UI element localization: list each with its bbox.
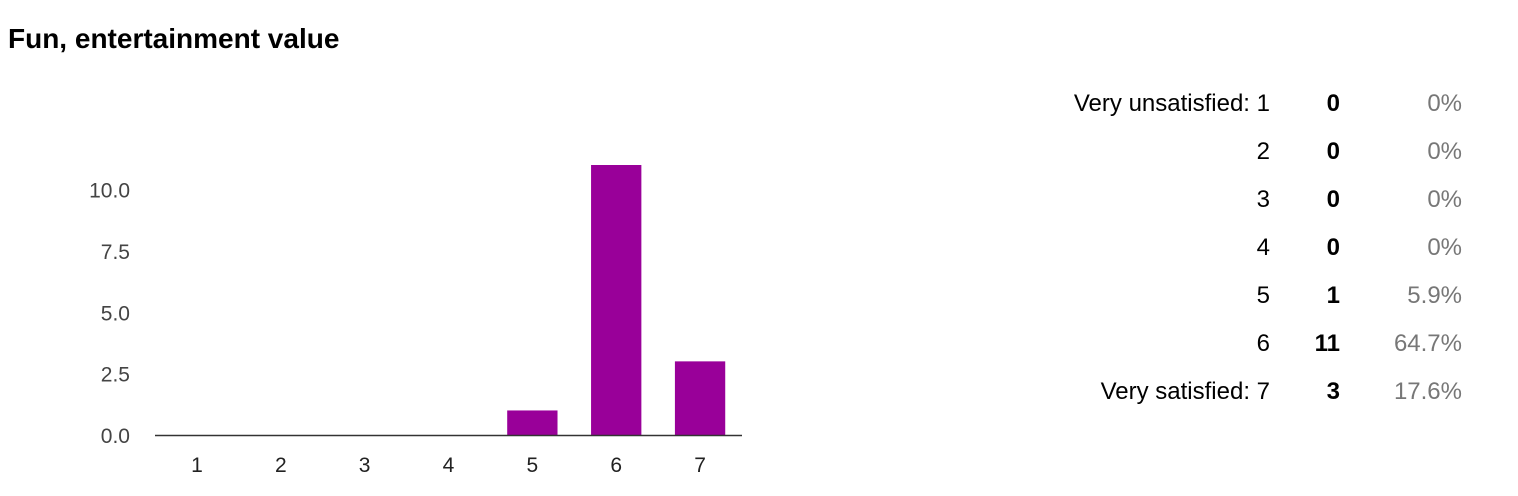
x-tick-label: 1 <box>191 454 203 477</box>
summary-row: 3 0 0% <box>1000 176 1462 224</box>
summary-percent: 0% <box>1427 138 1462 165</box>
summary-row: 4 0 0% <box>1000 224 1462 272</box>
y-tick-label: 5.0 <box>101 302 130 325</box>
x-tick-label: 2 <box>275 454 287 477</box>
summary-row: 6 11 64.7% <box>1000 320 1462 368</box>
summary-percent: 5.9% <box>1407 282 1462 309</box>
y-tick-label: 0.0 <box>101 425 130 448</box>
bar-chart: 0.0 2.5 5.0 7.5 10.0 1 2 3 4 5 6 7 <box>89 165 742 477</box>
summary-count: 0 <box>1326 90 1340 117</box>
y-tick-label: 10.0 <box>89 180 130 203</box>
bar-5 <box>507 410 558 435</box>
page-title: Fun, entertainment value <box>8 23 340 54</box>
y-tick-label: 7.5 <box>101 241 130 264</box>
summary-label: 6 <box>1256 330 1270 357</box>
summary-row: Very satisfied: 7 3 17.6% <box>1000 368 1462 416</box>
x-tick-label: 4 <box>443 454 455 477</box>
summary-label: 4 <box>1256 234 1270 261</box>
summary-label: 5 <box>1256 282 1270 309</box>
x-tick-label: 7 <box>694 454 706 477</box>
summary-percent: 64.7% <box>1393 330 1462 357</box>
summary-count: 11 <box>1314 330 1340 357</box>
summary-label: Very satisfied: 7 <box>1100 378 1270 405</box>
summary-count: 3 <box>1326 378 1340 405</box>
summary-count: 1 <box>1326 282 1340 309</box>
y-tick-label: 2.5 <box>101 364 130 387</box>
bar-7 <box>674 361 726 435</box>
bar-6 <box>591 165 642 435</box>
summary-label: 2 <box>1256 138 1270 165</box>
summary-label: 3 <box>1256 186 1270 213</box>
summary-count: 0 <box>1326 186 1340 213</box>
summary-body: Very unsatisfied: 1 0 0% 2 0 0% 3 0 0% 4 0 0% 5 1 5.9%… <box>1000 80 1462 416</box>
summary-count: 0 <box>1326 234 1340 261</box>
x-tick-label: 3 <box>359 454 371 477</box>
x-tick-label: 6 <box>610 454 622 477</box>
summary-row: 5 1 5.9% <box>1000 272 1462 320</box>
summary-row: 2 0 0% <box>1000 128 1462 176</box>
summary-percent: 17.6% <box>1393 378 1462 405</box>
summary-table: Very unsatisfied: 1 0 0% 2 0 0% 3 0 0% 4 0 0% 5 1 5.9%… <box>1000 80 1462 416</box>
summary-count: 0 <box>1326 138 1340 165</box>
summary-percent: 0% <box>1427 234 1462 261</box>
summary-label: Very unsatisfied: 1 <box>1073 90 1270 117</box>
summary-percent: 0% <box>1427 186 1462 213</box>
x-tick-label: 5 <box>527 454 539 477</box>
summary-row: Very unsatisfied: 1 0 0% <box>1000 80 1462 128</box>
summary-percent: 0% <box>1427 90 1462 117</box>
